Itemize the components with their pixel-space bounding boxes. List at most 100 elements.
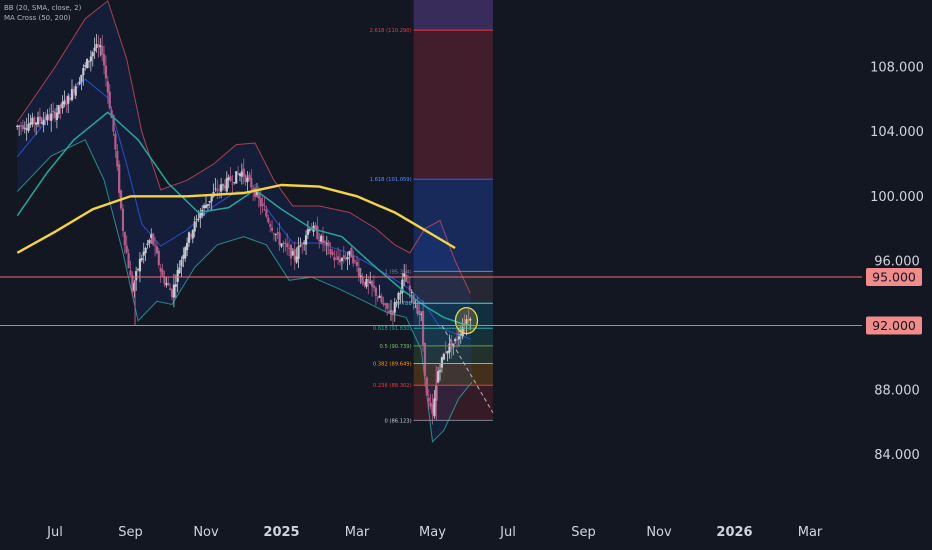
candle-body	[465, 319, 468, 326]
fib-band	[413, 363, 493, 386]
candle-body	[461, 327, 464, 337]
candle-body	[99, 45, 102, 48]
candle-body	[263, 208, 266, 210]
time-axis-tick-label: Sep	[118, 525, 143, 540]
horizontal-lines[interactable]	[0, 276, 862, 326]
fib-zone-bands	[413, 0, 493, 421]
candle-body	[357, 267, 360, 277]
projection-line	[441, 325, 494, 413]
candle-body	[123, 232, 126, 246]
candle-body	[429, 402, 432, 407]
candle-body	[289, 244, 293, 259]
candle-body	[386, 302, 389, 309]
candle-body	[223, 185, 226, 189]
candle-body	[153, 245, 157, 247]
candle-body	[182, 255, 185, 260]
candle-body	[174, 284, 177, 287]
candle-body	[108, 91, 111, 109]
candle-body	[72, 88, 75, 93]
time-axis[interactable]: Jul Sep Nov 2025 Mar May Jul Sep Nov 2026 Mar	[46, 525, 823, 540]
candle-body	[84, 65, 87, 67]
candle-body	[367, 279, 370, 283]
candle-body	[269, 224, 272, 227]
candle-body	[286, 243, 289, 248]
candle-body	[384, 303, 387, 306]
candle-body	[323, 241, 327, 243]
candle-body	[203, 205, 206, 209]
candle-body	[142, 251, 145, 256]
price-tag-label: 95.000	[872, 270, 916, 285]
candle-body	[144, 247, 147, 254]
candle-body	[82, 68, 85, 76]
candle-body	[229, 176, 232, 182]
candle-body	[150, 234, 153, 238]
candle-body	[40, 122, 43, 124]
candle-body	[186, 243, 189, 251]
candle-body	[431, 404, 434, 414]
candle-body	[280, 243, 283, 247]
candle-body	[102, 54, 106, 66]
candle-body	[61, 101, 64, 109]
candle-body	[408, 285, 411, 291]
candle-body	[18, 125, 21, 127]
time-axis-tick-label: Nov	[646, 525, 672, 540]
candle-body	[397, 292, 400, 300]
fib-band	[413, 328, 493, 346]
candle-body	[342, 255, 345, 259]
candle-body	[378, 295, 381, 298]
candle-body	[91, 52, 94, 57]
bb-legend[interactable]: BB (20, SMA, close, 2)	[4, 4, 82, 12]
candle-body	[70, 88, 74, 101]
candle-body	[101, 45, 104, 56]
indicator-legend[interactable]: BB (20, SMA, close, 2) MA Cross (50, 200…	[4, 3, 81, 23]
candle-body	[112, 115, 115, 132]
candle-body	[121, 208, 125, 232]
candle-body	[204, 205, 208, 208]
candle-body	[138, 258, 142, 272]
ma-cross-legend[interactable]: MA Cross (50, 200)	[4, 14, 71, 22]
candle-body	[159, 267, 162, 272]
candle-body	[193, 221, 196, 232]
candle-body	[329, 249, 332, 255]
candle-body	[89, 56, 92, 62]
candle-body	[291, 250, 294, 256]
candle-body	[331, 251, 334, 255]
price-axis-tick-label: 96.000	[874, 254, 920, 269]
candle-body	[442, 354, 445, 360]
moving-averages	[16, 111, 473, 327]
candle-body	[161, 269, 164, 276]
candle-body	[167, 282, 170, 286]
candle-body	[25, 128, 28, 130]
time-axis-tick-label: Mar	[798, 525, 823, 540]
candle-body	[325, 243, 328, 245]
price-axis-tick-label: 108.000	[870, 61, 924, 76]
candle-body	[437, 371, 440, 383]
candle-body	[231, 183, 234, 185]
candle-body	[376, 297, 379, 299]
candle-body	[227, 177, 230, 181]
fib-level-label: 0.5 (90.739)	[380, 344, 412, 350]
candle-body	[197, 218, 200, 220]
candle-body	[165, 283, 168, 286]
candle-body	[361, 277, 364, 283]
candle-body	[187, 232, 191, 243]
candle-body	[348, 251, 351, 256]
candle-body	[176, 270, 179, 282]
candle-body	[31, 117, 34, 125]
time-axis-tick-label: Jul	[46, 525, 63, 540]
price-tag	[866, 316, 922, 335]
candle-body	[104, 65, 108, 79]
candle-body	[352, 255, 355, 264]
candle-body	[110, 110, 113, 118]
candle-body	[225, 178, 228, 192]
candle-body	[114, 133, 117, 150]
candle-body	[33, 117, 36, 124]
candle-body	[189, 235, 192, 237]
price-axis[interactable]: 84.000 88.000 92.000 96.000 100.000 104.000 10…	[870, 61, 924, 464]
candle-body	[52, 110, 55, 113]
candle-body	[293, 249, 296, 260]
candle-body	[340, 258, 343, 262]
candle-body	[157, 250, 160, 266]
candle-body	[270, 227, 274, 231]
